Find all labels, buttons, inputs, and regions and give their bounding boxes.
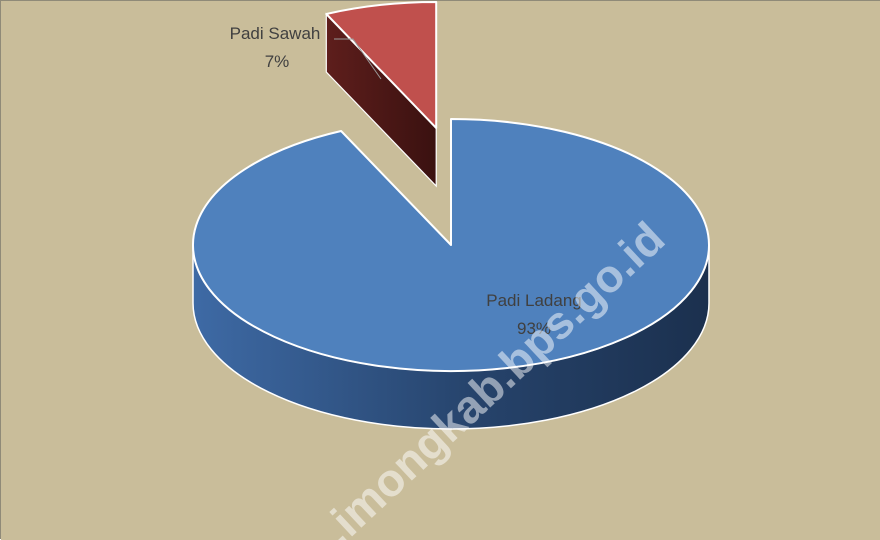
- data-label-padi-ladang-percent: 93%: [517, 319, 551, 338]
- data-label-padi-sawah-name: Padi Sawah: [230, 24, 321, 43]
- slice-padi-sawah: [325, 1, 438, 129]
- data-label-padi-ladang-name: Padi Ladang: [486, 291, 581, 310]
- data-label-padi-sawah-percent: 7%: [265, 52, 290, 71]
- leader-line: [334, 38, 382, 80]
- slice-padi-ladang: [191, 118, 710, 372]
